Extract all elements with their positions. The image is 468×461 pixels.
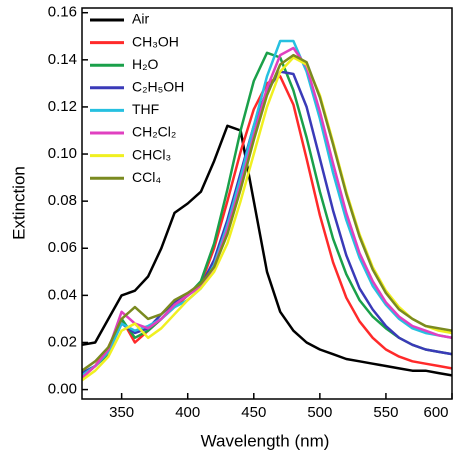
x-axis-label: Wavelength (nm) bbox=[201, 431, 330, 450]
x-tick-label: 550 bbox=[373, 404, 398, 421]
series-line bbox=[82, 46, 452, 379]
series-line bbox=[82, 56, 452, 382]
y-tick-label: 0.16 bbox=[48, 4, 77, 21]
y-tick-label: 0.10 bbox=[48, 145, 77, 162]
y-tick-label: 0.14 bbox=[48, 51, 77, 68]
x-tick-label: 450 bbox=[241, 404, 266, 421]
y-tick-label: 0.04 bbox=[48, 286, 77, 303]
legend-label: CH₃OH bbox=[132, 33, 179, 49]
y-tick-label: 0.02 bbox=[48, 333, 77, 350]
legend-label: H₂O bbox=[132, 56, 159, 72]
y-axis-label: Extinction bbox=[9, 166, 28, 240]
legend-label: C₂H₅OH bbox=[132, 79, 184, 95]
y-tick-label: 0.08 bbox=[48, 192, 77, 209]
x-tick-label: 600 bbox=[423, 404, 448, 421]
y-tick-label: 0.12 bbox=[48, 98, 77, 115]
legend-label: Air bbox=[132, 11, 149, 27]
legend-label: CHCl₃ bbox=[132, 146, 171, 162]
plot-frame bbox=[81, 7, 453, 400]
legend-label: CH₂Cl₂ bbox=[132, 124, 176, 140]
x-tick-label: 350 bbox=[109, 404, 134, 421]
x-tick-label: 400 bbox=[175, 404, 200, 421]
y-tick-label: 0.00 bbox=[48, 381, 77, 398]
legend-label: THF bbox=[132, 101, 159, 117]
series-line bbox=[82, 53, 452, 372]
x-tick-label: 500 bbox=[307, 404, 332, 421]
series-line bbox=[82, 124, 452, 377]
y-tick-label: 0.06 bbox=[48, 239, 77, 256]
legend-label: CCl₄ bbox=[132, 169, 161, 185]
